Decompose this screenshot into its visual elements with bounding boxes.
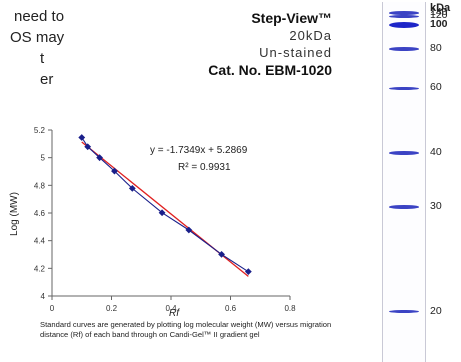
y-tick-label: 4 bbox=[41, 292, 46, 301]
data-point bbox=[96, 154, 103, 162]
chart-ticks: 0 0.2 0.4 0.6 0.8 4 4.2 4.4 4.6 4.8 5 5.2 bbox=[34, 126, 296, 313]
intro-text: need to OS may t er bbox=[0, 6, 64, 90]
y-tick-label: 4.6 bbox=[34, 209, 46, 218]
intro-line: OS may bbox=[10, 29, 65, 46]
mw-label: 40 bbox=[430, 146, 442, 159]
x-tick-label: 0 bbox=[50, 304, 55, 313]
product-size: 20kDa bbox=[289, 28, 332, 43]
intro-line: er bbox=[40, 71, 54, 88]
gel-lane bbox=[382, 2, 426, 362]
mw-label: 140 bbox=[430, 5, 448, 18]
mw-label: 20 bbox=[430, 304, 442, 317]
gel-band bbox=[389, 14, 419, 19]
intro-line: need to bbox=[14, 8, 65, 25]
data-point bbox=[111, 167, 118, 175]
product-name: Step-View™ bbox=[251, 10, 332, 26]
gel-band bbox=[389, 22, 419, 29]
mw-label: 100 bbox=[430, 18, 448, 31]
y-tick-label: 5.2 bbox=[34, 126, 46, 135]
data-point bbox=[158, 209, 166, 217]
series-line bbox=[81, 137, 249, 273]
x-tick-label: 0.6 bbox=[225, 304, 237, 313]
gel-band bbox=[389, 205, 419, 209]
data-series bbox=[78, 134, 252, 276]
x-tick-label: 0.8 bbox=[284, 304, 296, 313]
y-tick-label: 4.4 bbox=[34, 237, 46, 246]
equation-label: y = -1.7349x + 5.2869 bbox=[150, 145, 248, 156]
catalog-number: Cat. No. EBM-1020 bbox=[208, 62, 332, 78]
gel-band bbox=[389, 86, 419, 91]
data-point bbox=[244, 268, 252, 276]
gel-band bbox=[389, 11, 419, 15]
mw-label: 120 bbox=[430, 9, 448, 22]
mw-label: 30 bbox=[430, 200, 442, 213]
gel-band bbox=[389, 47, 419, 51]
y-axis-label: Log (MW) bbox=[9, 192, 20, 236]
x-tick-label: 0.4 bbox=[165, 304, 177, 313]
mw-label: 80 bbox=[430, 41, 442, 54]
y-tick-label: 5 bbox=[41, 154, 46, 163]
standard-curve-chart: 0 0.2 0.4 0.6 0.8 4 4.2 4.4 4.6 4.8 5 5.2 y = -1.73… bbox=[9, 126, 296, 316]
data-point bbox=[78, 134, 86, 141]
product-info: Step-View™ 20kDa Un-stained Cat. No. EBM… bbox=[172, 10, 332, 78]
data-point bbox=[128, 184, 136, 192]
mw-label: 60 bbox=[430, 81, 442, 94]
product-stain: Un-stained bbox=[259, 45, 332, 60]
x-axis-label: Rf bbox=[169, 308, 180, 316]
x-tick-label: 0.2 bbox=[106, 304, 118, 313]
r-squared-label: R² = 0.9931 bbox=[178, 162, 231, 173]
gel-band bbox=[389, 151, 419, 155]
data-point bbox=[185, 226, 193, 234]
intro-line: t bbox=[40, 50, 45, 67]
gel-band bbox=[389, 309, 419, 314]
y-tick-label: 4.8 bbox=[34, 181, 46, 190]
y-tick-label: 4.2 bbox=[34, 264, 46, 273]
data-point bbox=[218, 250, 225, 258]
chart-caption: Standard curves are generated by plottin… bbox=[40, 320, 332, 339]
gel-unit-label: kDa bbox=[430, 2, 451, 14]
